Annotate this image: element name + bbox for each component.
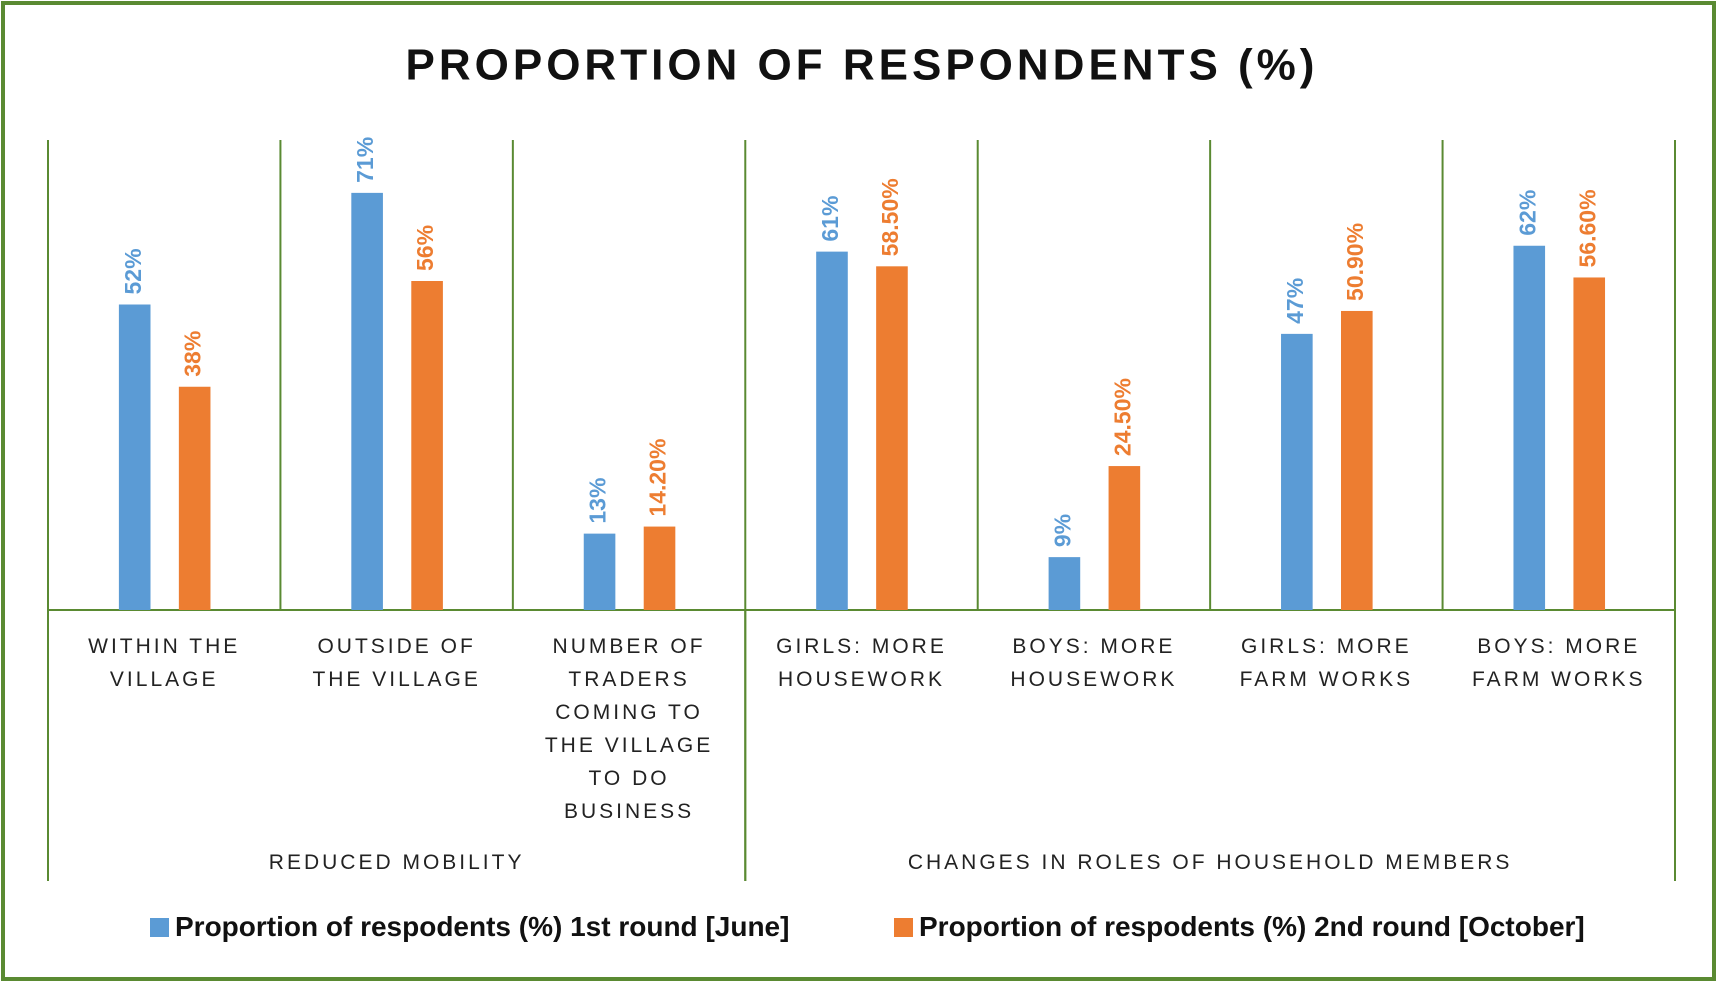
x-tick-label: OUTSIDE OF THE VILLAGE <box>312 635 481 691</box>
bar <box>1108 466 1141 610</box>
bar <box>583 533 616 610</box>
legend-item: Proportion of respodents (%) 1st round [… <box>150 911 789 943</box>
data-label: 56% <box>412 225 438 271</box>
bar <box>643 526 676 610</box>
bar <box>1341 310 1373 610</box>
data-label: 14.20% <box>645 439 671 517</box>
group-label: CHANGES IN ROLES OF HOUSEHOLD MEMBERS <box>907 851 1513 874</box>
bar <box>118 304 151 610</box>
legend-label: Proportion of respodents (%) 1st round [… <box>175 911 790 942</box>
data-label: 50.90% <box>1342 223 1368 301</box>
x-tick-label: WITHIN THE VILLAGE <box>88 635 241 691</box>
bar <box>876 266 908 610</box>
bar <box>1048 557 1081 610</box>
data-label: 56.60% <box>1574 189 1600 267</box>
legend-item: Proportion of respodents (%) 2nd round [… <box>894 911 1585 943</box>
bar <box>351 192 383 610</box>
x-tick-label: NUMBER OF TRADERS COMING TO THE VILLAGE … <box>544 635 714 823</box>
legend-swatch <box>150 917 169 937</box>
bar <box>816 251 848 610</box>
data-label: 62% <box>1514 190 1540 236</box>
bar <box>411 281 443 610</box>
bar <box>1573 277 1606 610</box>
x-tick-label: BOYS: MORE HOUSEWORK <box>1010 635 1178 691</box>
data-label: 47% <box>1282 278 1308 324</box>
chart-title: PROPORTION OF RESPONDENTS (%) <box>406 41 1319 90</box>
group-label: REDUCED MOBILITY <box>268 851 525 874</box>
data-label: 38% <box>180 331 206 377</box>
bar <box>178 386 211 610</box>
legend-swatch <box>894 917 913 937</box>
data-label: 24.50% <box>1109 378 1135 456</box>
x-tick-label: GIRLS: MORE FARM WORKS <box>1239 635 1414 691</box>
data-label: 9% <box>1049 514 1075 547</box>
x-tick-label: BOYS: MORE FARM WORKS <box>1472 635 1646 691</box>
data-label: 71% <box>352 137 378 183</box>
x-tick-label: GIRLS: MORE HOUSEWORK <box>776 635 947 691</box>
bar <box>1281 333 1313 610</box>
legend-label: Proportion of respodents (%) 2nd round [… <box>919 911 1585 942</box>
data-label: 61% <box>817 196 843 242</box>
data-label: 58.50% <box>877 178 903 256</box>
bar <box>1513 245 1546 610</box>
data-label: 13% <box>585 478 611 524</box>
data-label: 52% <box>120 248 146 294</box>
